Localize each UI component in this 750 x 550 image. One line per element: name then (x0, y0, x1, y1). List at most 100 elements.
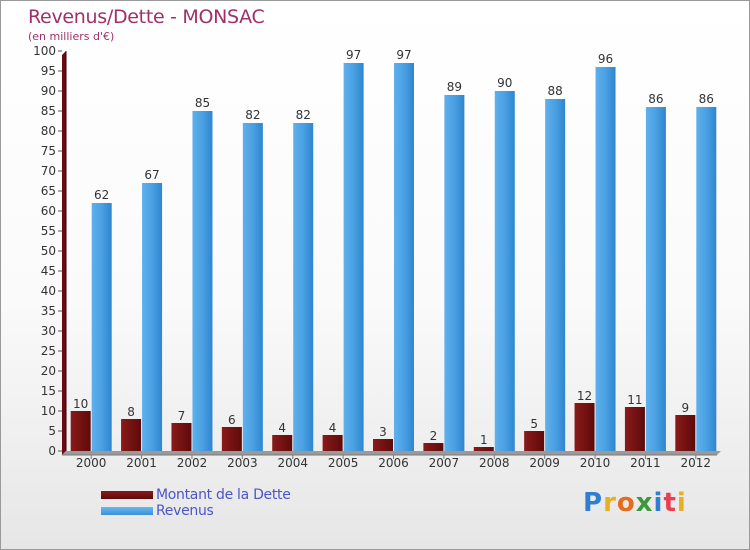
value-label-dette-2001: 8 (127, 405, 135, 419)
bar-dette-2003 (221, 427, 242, 451)
bar-revenus-2012 (696, 107, 717, 451)
legend-label-dette: Montant de la Dette (156, 487, 291, 503)
y-tick-label: 40 (41, 284, 56, 298)
legend-swatch-revenus (101, 507, 153, 515)
bar-revenus-2002 (192, 111, 213, 451)
y-tick-label: 75 (41, 144, 56, 158)
logo-letter: t (663, 488, 677, 518)
value-label-revenus-2001: 67 (144, 168, 159, 182)
y-tick-label: 65 (41, 184, 56, 198)
bar-dette-2000 (70, 411, 91, 451)
value-label-dette-2010: 12 (577, 389, 592, 403)
y-tick-label: 60 (41, 204, 56, 218)
bar-revenus-2010 (595, 67, 616, 451)
y-tick-label: 95 (41, 64, 56, 78)
bar-revenus-2008 (494, 91, 515, 451)
y-tick-label: 50 (41, 244, 56, 258)
bar-dette-2001 (121, 419, 142, 451)
bar-dette-2009 (524, 431, 545, 451)
y-tick-label: 70 (41, 164, 56, 178)
y-tick-label: 30 (41, 324, 56, 338)
value-label-dette-2012: 9 (681, 401, 689, 415)
y-tick-label: 10 (41, 404, 56, 418)
logo-letter: P (583, 488, 604, 518)
bar-revenus-2006 (394, 63, 414, 451)
y-tick-label: 100 (33, 44, 56, 58)
y-axis-wall (62, 51, 66, 455)
axes: 0 5 10 15 20 25 30 35 40 45 50 55 60 65 70 75 80 85 90 95 10… (33, 44, 721, 470)
bar-revenus-2003 (242, 123, 263, 451)
y-tick-label: 90 (41, 84, 56, 98)
value-label-dette-2008: 1 (480, 433, 488, 447)
bar-dette-2011 (624, 407, 645, 451)
y-tick-label: 80 (41, 124, 56, 138)
value-label-revenus-2007: 89 (447, 80, 462, 94)
x-tick-label-2010: 2010 (580, 456, 611, 470)
bar-revenus-2007 (444, 95, 465, 451)
bar-dette-2005 (322, 435, 343, 451)
x-tick-label-2006: 2006 (378, 456, 409, 470)
y-tick-label: 55 (41, 224, 56, 238)
value-label-revenus-2010: 96 (598, 52, 613, 66)
bar-revenus-2011 (645, 107, 666, 451)
value-label-revenus-2005: 97 (346, 48, 361, 62)
bar-revenus-2001 (142, 183, 163, 451)
bar-dette-2010 (574, 403, 595, 451)
bar-dette-2004 (272, 435, 293, 451)
x-tick-label-2007: 2007 (429, 456, 460, 470)
value-label-revenus-2009: 88 (548, 84, 563, 98)
value-label-dette-2002: 7 (178, 409, 186, 423)
bar-dette-2007 (423, 443, 444, 451)
value-label-dette-2007: 2 (430, 429, 438, 443)
logo-letter: r (603, 488, 617, 518)
y-tick-label: 0 (48, 444, 56, 458)
value-label-revenus-2011: 86 (648, 92, 663, 106)
value-label-dette-2000: 10 (73, 397, 88, 411)
y-tick-label: 15 (41, 384, 56, 398)
x-tick-label-2003: 2003 (227, 456, 258, 470)
value-label-dette-2011: 11 (627, 393, 642, 407)
x-axis-floor (62, 451, 721, 455)
value-label-revenus-2000: 62 (94, 188, 109, 202)
x-tick-label-2000: 2000 (76, 456, 107, 470)
value-label-dette-2004: 4 (278, 421, 286, 435)
value-label-revenus-2006: 97 (396, 48, 411, 62)
chart-subtitle: (en milliers d'€) (28, 30, 115, 43)
logo-letter: o (616, 488, 636, 518)
chart-title: Revenus/Dette - MONSAC (28, 6, 265, 28)
bar-dette-2006 (373, 439, 393, 451)
x-tick-label-2012: 2012 (681, 456, 712, 470)
value-label-revenus-2008: 90 (497, 76, 512, 90)
y-tick-label: 25 (41, 344, 56, 358)
value-label-revenus-2012: 86 (699, 92, 714, 106)
value-label-dette-2009: 5 (530, 417, 538, 431)
value-label-revenus-2002: 85 (195, 96, 210, 110)
x-tick-label-2005: 2005 (328, 456, 359, 470)
y-tick-label: 35 (41, 304, 56, 318)
y-tick-label: 20 (41, 364, 56, 378)
bar-revenus-2005 (343, 63, 364, 451)
x-tick-label-2004: 2004 (277, 456, 308, 470)
logo-letter: x (635, 488, 654, 518)
bar-dette-2008 (473, 447, 494, 451)
value-labels: 10 62 8 67 7 85 6 82 4 82 4 97 3 97 2 89 1 90 5 88 12 96 11 86 9… (73, 48, 714, 447)
value-label-dette-2006: 3 (379, 425, 387, 439)
x-tick-label-2011: 2011 (630, 456, 661, 470)
x-tick-label-2008: 2008 (479, 456, 510, 470)
value-label-dette-2005: 4 (329, 421, 337, 435)
proxiti-logo: Proxiti (583, 488, 687, 518)
x-tick-label-2001: 2001 (126, 456, 157, 470)
value-label-revenus-2004: 82 (296, 108, 311, 122)
bar-dette-2012 (675, 415, 696, 451)
legend-swatch-dette (101, 491, 153, 499)
bar-revenus-2009 (545, 99, 566, 451)
x-tick-label-2009: 2009 (529, 456, 560, 470)
bar-dette-2002 (171, 423, 192, 451)
legend-label-revenus: Revenus (156, 503, 214, 519)
value-label-dette-2003: 6 (228, 413, 236, 427)
bar-revenus-2004 (293, 123, 314, 451)
y-tick-label: 45 (41, 264, 56, 278)
x-tick-label-2002: 2002 (177, 456, 208, 470)
